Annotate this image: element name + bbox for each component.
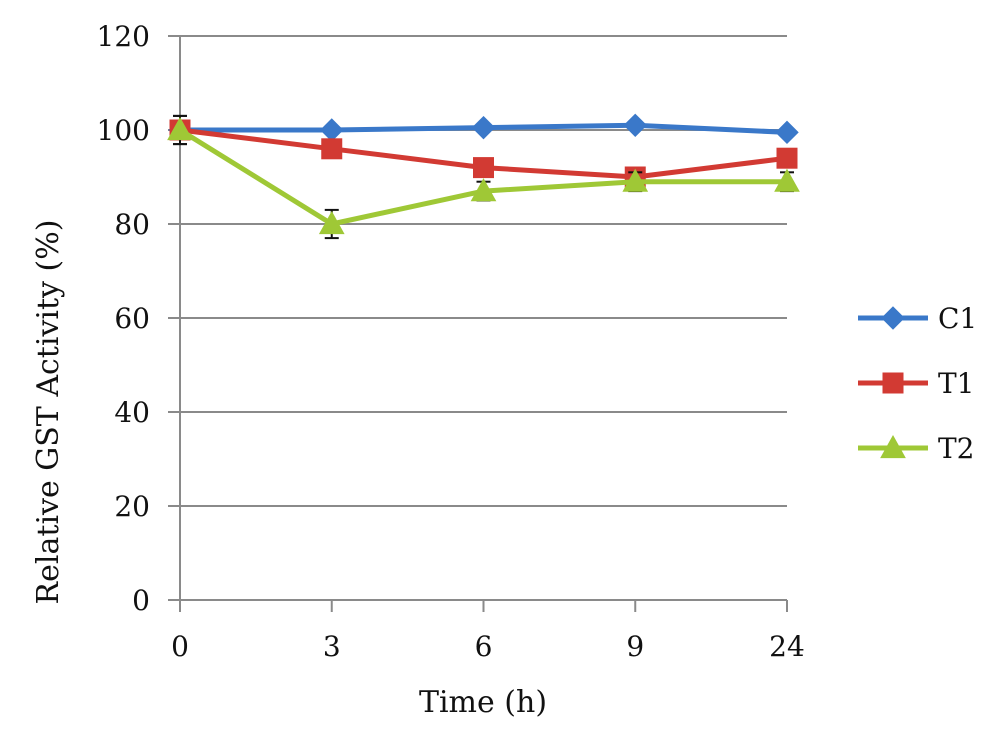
legend-entry-t1: T1 [858, 367, 975, 400]
legend-entry-c1: C1 [858, 302, 977, 335]
axes: 0 20 40 60 80 100 120 0 3 6 9 24 [97, 20, 805, 663]
legend: C1 T1 T2 [858, 302, 977, 465]
series-c1 [168, 113, 799, 145]
legend-label: C1 [938, 302, 977, 335]
data-point-t2 [622, 168, 649, 192]
data-point-c1 [320, 118, 344, 142]
data-point-t2 [167, 116, 193, 141]
legend-label: T1 [938, 367, 975, 400]
y-tick-label: 120 [97, 20, 150, 53]
y-axis-label: Relative GST Activity (%) [31, 220, 66, 605]
legend-marker [882, 372, 904, 394]
gridlines [168, 35, 787, 601]
y-tick-label: 40 [114, 396, 150, 429]
legend-marker [880, 434, 906, 459]
data-point-t2 [318, 210, 345, 235]
data-point-c1 [623, 113, 647, 138]
x-tick-label: 3 [323, 630, 341, 663]
y-tick-label: 80 [114, 208, 150, 241]
x-axis-label: Time (h) [419, 685, 547, 720]
x-tick-label: 0 [171, 630, 189, 663]
x-tick-label: 24 [769, 630, 805, 663]
data-point-t1 [321, 138, 343, 160]
series-group [167, 113, 800, 240]
data-point-t2 [774, 168, 800, 192]
y-tick-label: 100 [97, 114, 150, 147]
data-point-t1 [473, 157, 494, 179]
y-tick-label: 60 [114, 302, 150, 335]
y-tick-label: 20 [114, 490, 150, 523]
x-tick-label: 9 [626, 630, 644, 663]
x-tick-label: 6 [475, 630, 493, 663]
data-point-t2 [470, 178, 497, 202]
legend-entry-t2: T2 [858, 432, 975, 465]
legend-marker [881, 306, 905, 330]
series-t2 [167, 114, 800, 240]
data-point-c1 [471, 115, 496, 140]
legend-label: T2 [938, 432, 975, 465]
y-tick-label: 0 [132, 584, 150, 617]
data-point-t1 [776, 147, 798, 169]
data-point-c1 [775, 120, 799, 145]
